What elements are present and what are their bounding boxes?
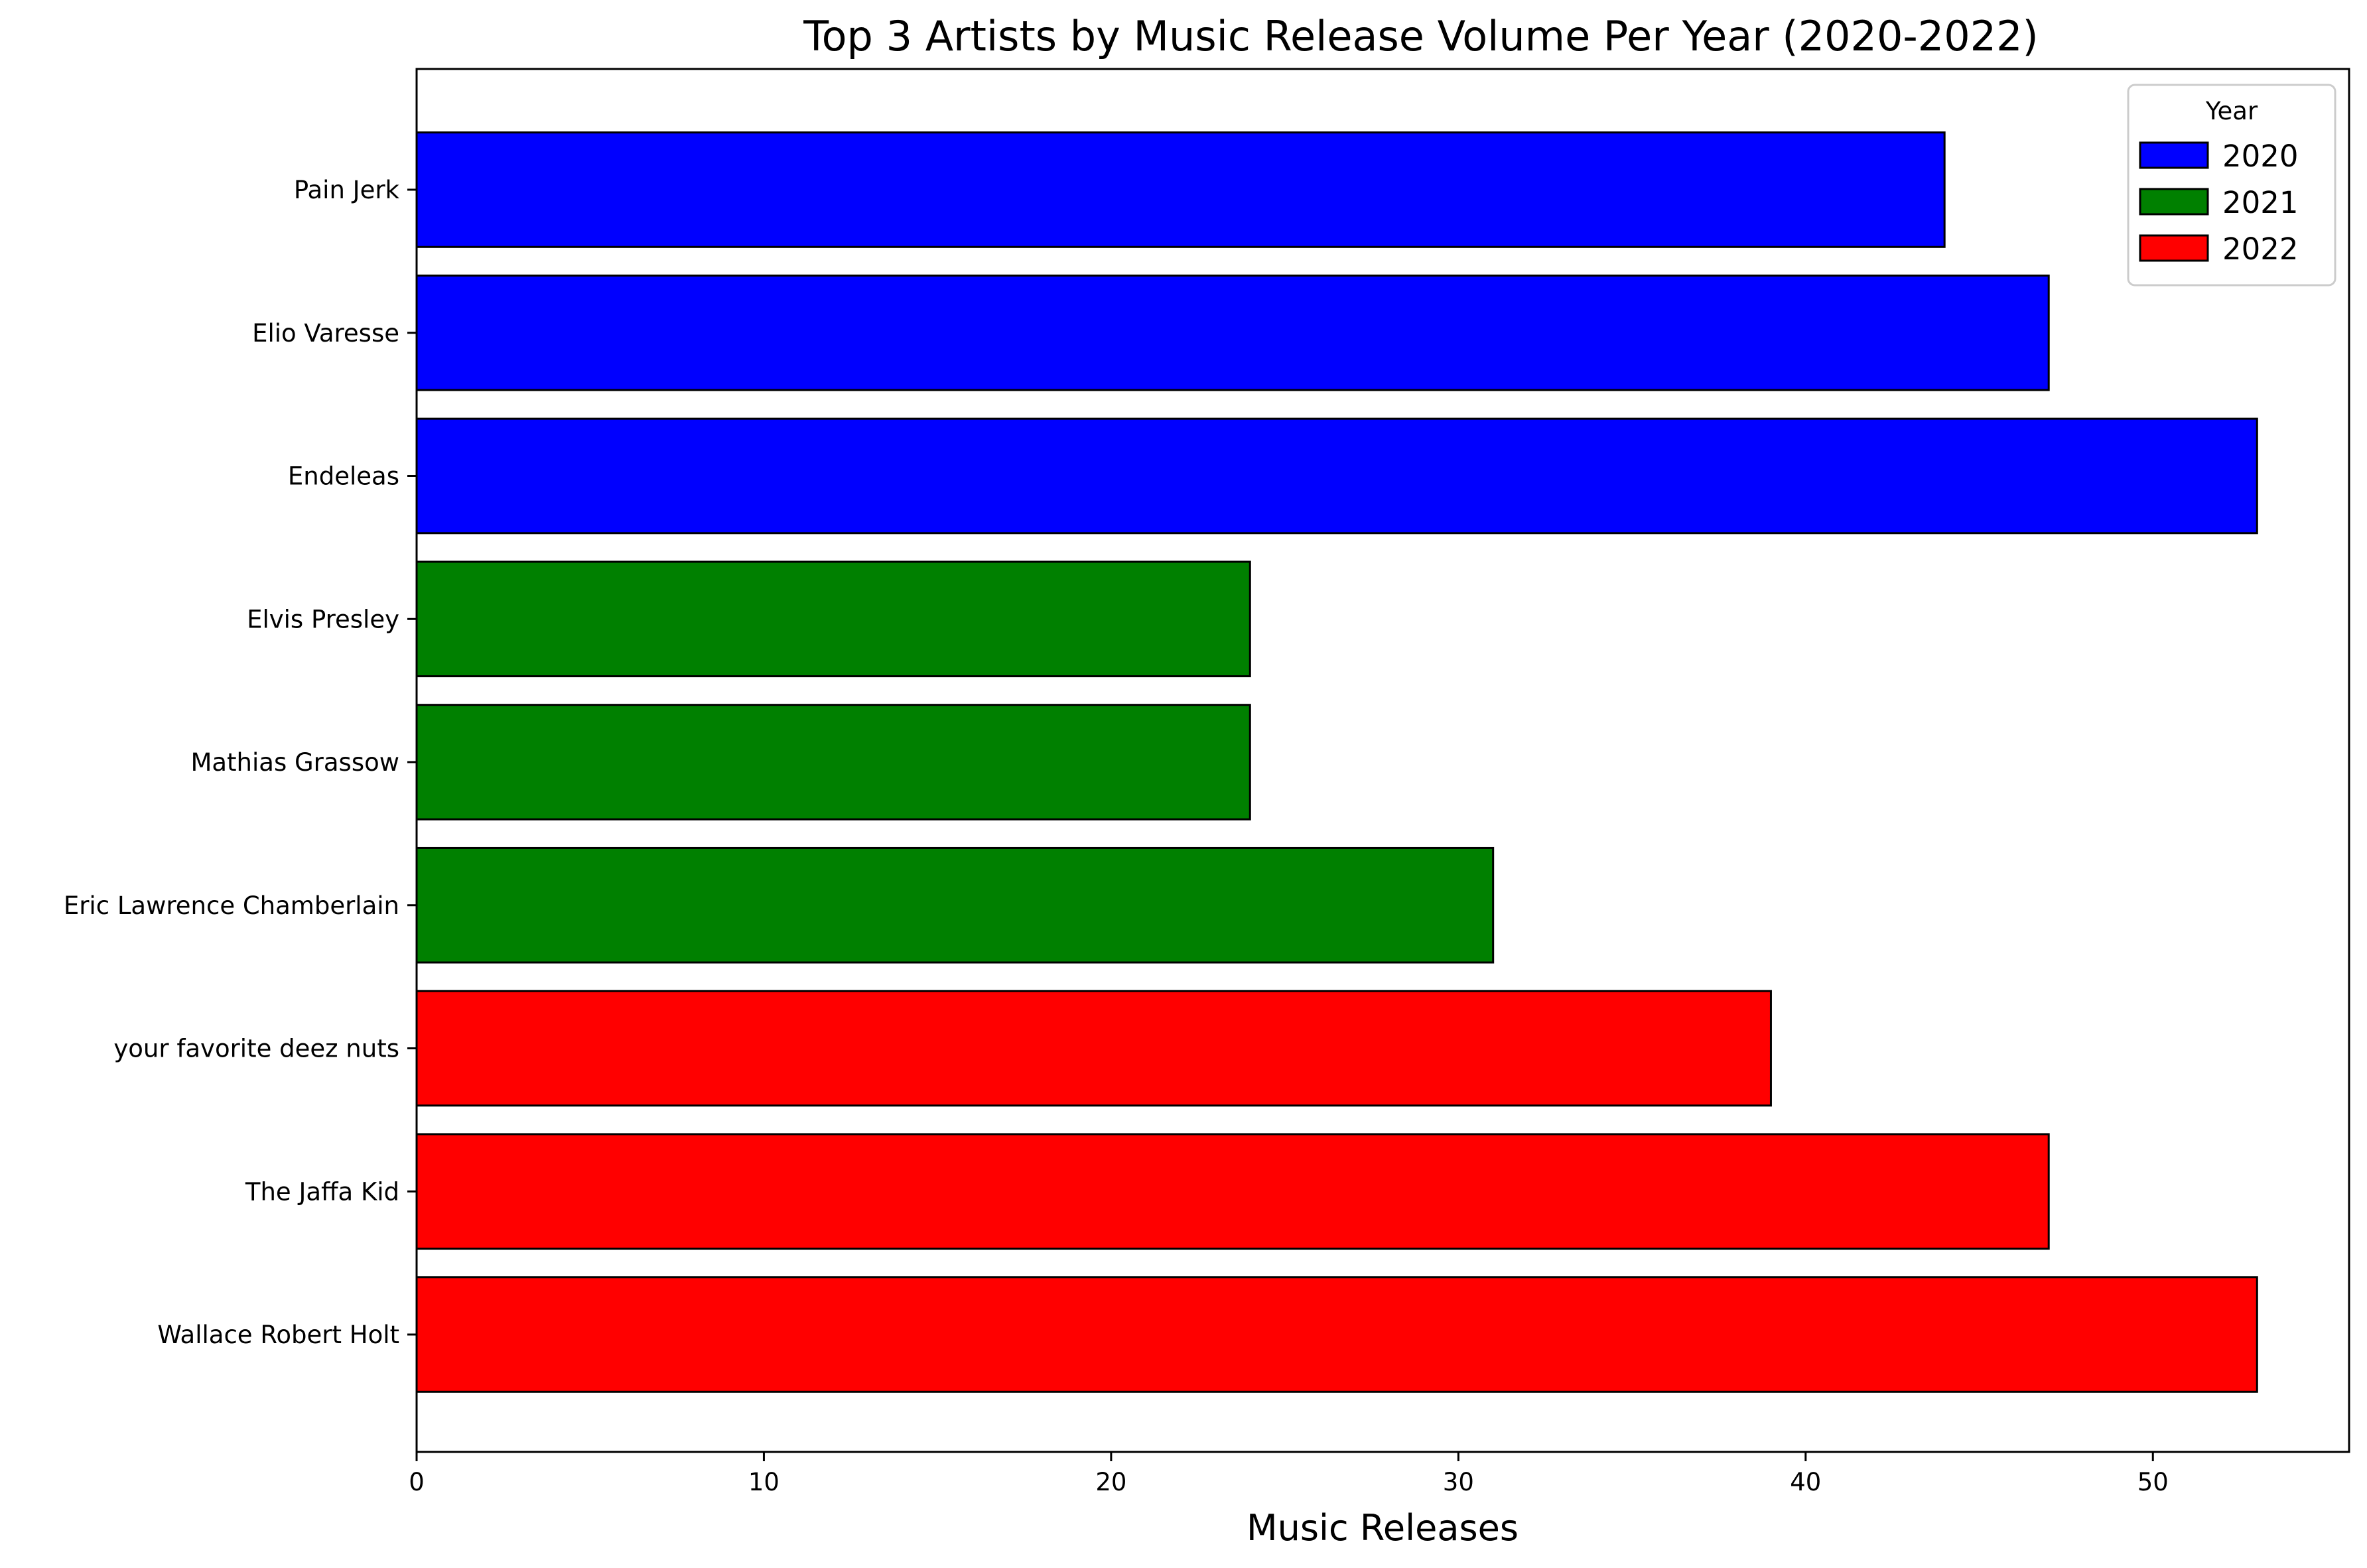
y-tick-label: Elio Varesse (252, 319, 399, 348)
bar (415, 704, 1251, 820)
y-tick-label: The Jaffa Kid (245, 1177, 399, 1206)
legend-label: 2020 (2222, 139, 2299, 174)
bar (415, 846, 1495, 964)
bar (415, 131, 1946, 248)
y-tick-label: Mathias Grassow (190, 748, 399, 777)
bar (415, 417, 2258, 535)
x-tick-label: 40 (1790, 1468, 1821, 1496)
y-tick-label: your favorite deez nuts (113, 1035, 399, 1063)
y-tick-label: Wallace Robert Holt (157, 1321, 399, 1349)
y-axis-ticks: Pain Jerk Elio Varesse Endeleas Elvis Presl… (64, 176, 417, 1349)
legend-swatch (2139, 188, 2209, 216)
legend-label: 2022 (2222, 231, 2299, 267)
x-axis-label: Music Releases (1247, 1507, 1519, 1549)
y-tick-label: Endeleas (288, 462, 399, 491)
legend-swatch (2139, 141, 2209, 169)
y-tick-label: Eric Lawrence Chamberlain (64, 891, 399, 920)
bar (415, 990, 1772, 1107)
bar (415, 1133, 2050, 1250)
plot-area-frame (415, 68, 2350, 1453)
x-axis-ticks: 0 10 20 30 40 50 (409, 1452, 2169, 1496)
bar (415, 274, 2050, 391)
x-tick-label: 10 (748, 1468, 779, 1496)
chart-title: Top 3 Artists by Music Release Volume Pe… (803, 12, 2038, 60)
x-tick-label: 0 (409, 1468, 425, 1496)
legend-swatch (2139, 234, 2209, 262)
x-tick-label: 20 (1095, 1468, 1126, 1496)
legend-title: Year (2205, 97, 2258, 125)
bars-group (415, 131, 2258, 1393)
legend-label: 2021 (2222, 185, 2299, 220)
bar (415, 1276, 2258, 1393)
x-tick-label: 30 (1443, 1468, 1474, 1496)
x-tick-label: 50 (2137, 1468, 2169, 1496)
legend: Year 2020 2021 2022 (2127, 84, 2336, 287)
bar (415, 560, 1251, 678)
y-tick-label: Pain Jerk (294, 176, 400, 204)
y-tick-label: Elvis Presley (247, 605, 399, 633)
